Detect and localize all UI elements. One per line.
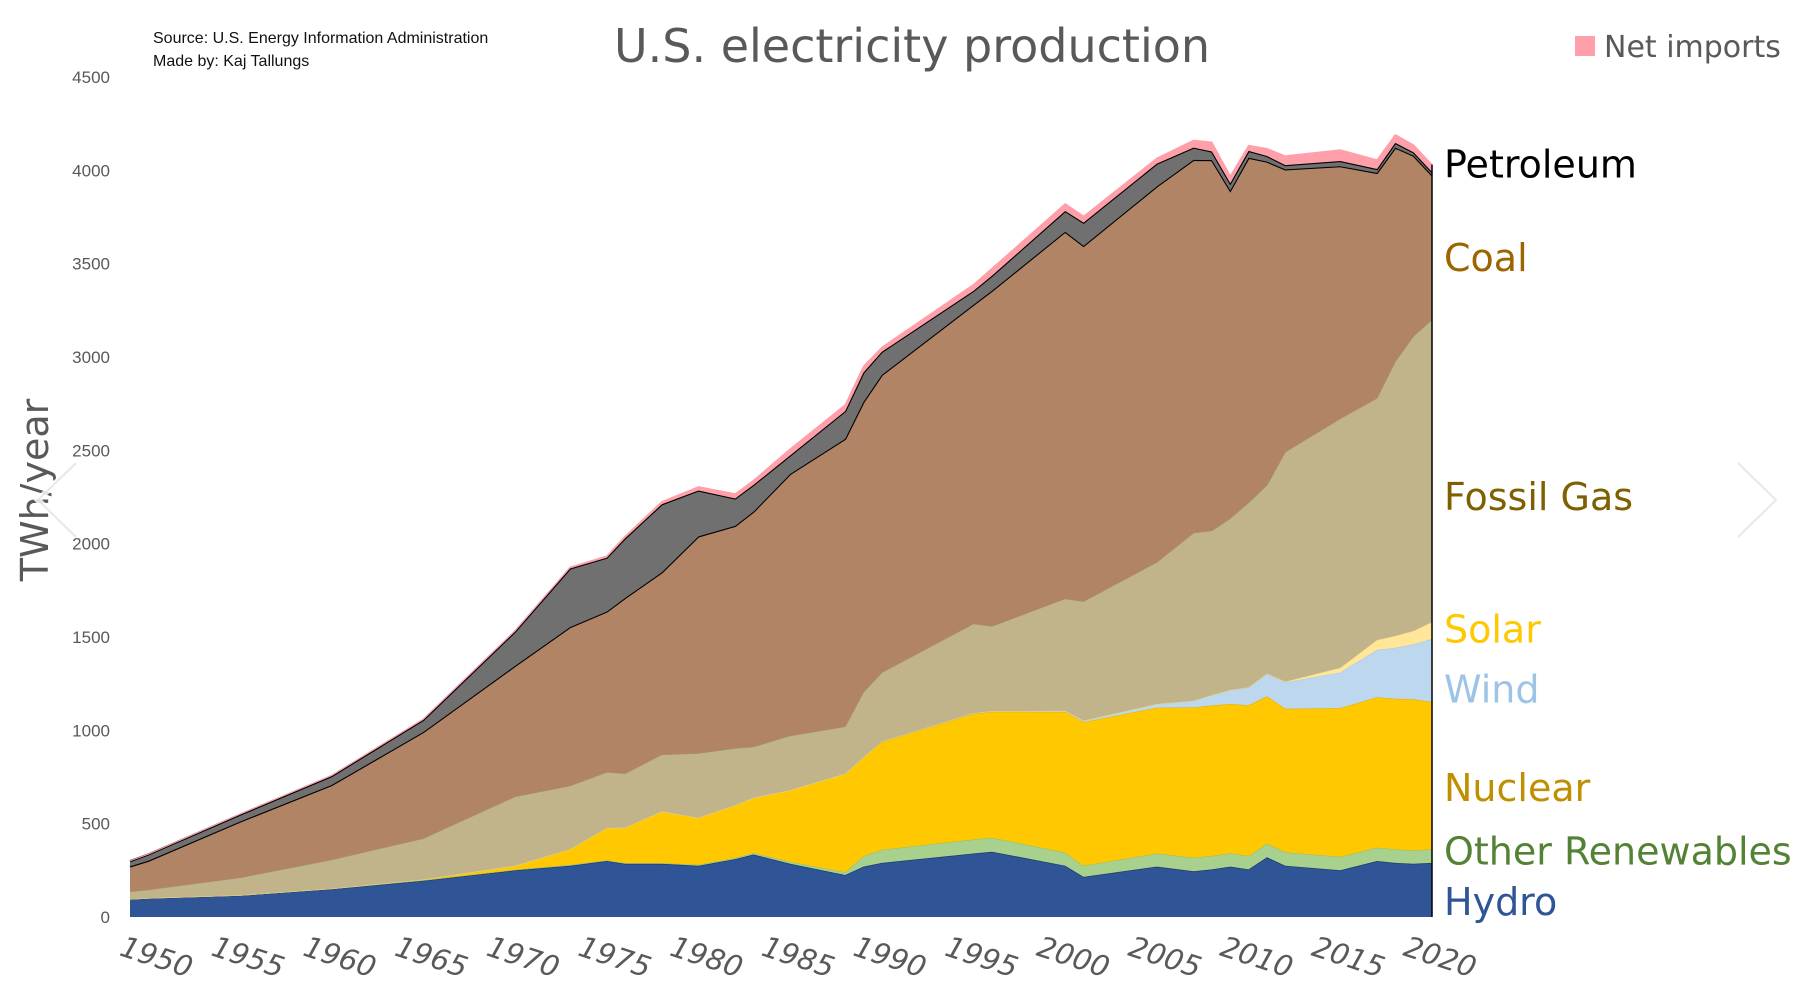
x-tick-label: 1995 [941,929,1022,984]
series-label-fossil-gas: Fossil Gas [1444,475,1633,519]
x-tick-label: 1960 [300,929,381,984]
y-tick-label: 3500 [72,255,110,274]
legend: Net imports [1575,30,1781,65]
x-tick-label: 1955 [208,929,289,984]
y-axis: 0 500 1000 1500 2000 2500 3000 3500 4000 4500 [72,68,110,927]
y-tick-label: 2000 [72,535,110,554]
area-nuclear [130,696,1432,900]
x-tick-label: 2010 [1216,929,1297,984]
series-label-wind: Wind [1444,667,1540,711]
series-label-solar: Solar [1444,608,1541,652]
y-tick-label: 1000 [72,721,110,740]
x-tick-label: 1975 [575,929,656,984]
x-tick-label: 2000 [1033,929,1114,984]
y-tick-label: 4000 [72,161,110,180]
x-tick-label: 1950 [116,929,197,984]
series-label-petroleum: Petroleum [1444,143,1637,187]
y-tick-label: 500 [82,815,110,834]
series-label-other-renewables: Other Renewables [1444,830,1792,874]
next-slide-button[interactable] [1726,455,1786,545]
x-tick-label: 1980 [666,929,747,984]
y-tick-label: 3000 [72,348,110,367]
area-fossil-gas [130,319,1432,900]
y-tick-label: 2500 [72,441,110,460]
x-tick-label: 2020 [1400,929,1481,984]
x-tick-label: 1965 [391,929,472,984]
x-tick-label: 1990 [850,929,931,984]
chart-title: U.S. electricity production [614,19,1210,73]
x-axis: 1950 1955 1960 1965 1970 1975 1980 1985 1990 1995… [116,929,1480,984]
area-edge-net-imports [129,133,1433,862]
series-labels: Hydro Other Renewables Nuclear Wind Solar Fos… [1444,143,1792,924]
prev-slide-button[interactable] [28,455,88,545]
y-tick-label: 1500 [72,628,110,647]
legend-swatch-net-imports [1575,36,1595,56]
x-tick-label: 1970 [483,929,564,984]
y-tick-label: 0 [101,908,110,927]
x-tick-label: 2005 [1125,929,1206,984]
area-hydro [130,851,1432,917]
series-label-nuclear: Nuclear [1444,766,1591,810]
x-tick-label: 2015 [1308,929,1389,984]
series-label-coal: Coal [1444,236,1528,280]
made-by-text: Made by: Kaj Tallungs [153,53,309,70]
area-series [129,133,1433,917]
area-coal [130,147,1432,892]
chevron-left-icon [33,460,79,540]
source-text: Source: U.S. Energy Information Administ… [153,30,488,47]
y-tick-label: 4500 [72,68,110,87]
legend-label-net-imports: Net imports [1604,30,1781,65]
chevron-right-icon [1735,460,1781,540]
series-label-hydro: Hydro [1444,880,1557,924]
x-tick-label: 1985 [758,929,839,984]
